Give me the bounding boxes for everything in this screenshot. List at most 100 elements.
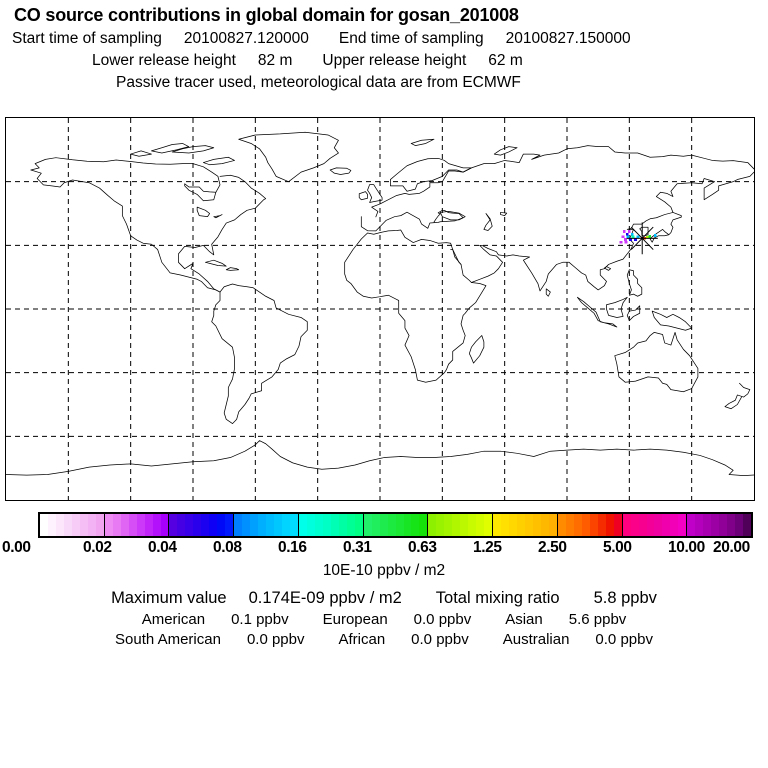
plume-cell <box>619 240 623 244</box>
colorbar-tick-9: 5.00 <box>603 539 632 556</box>
colorbar-tick-8: 2.50 <box>538 539 567 556</box>
colorbar-step <box>47 514 56 536</box>
plume-cell <box>645 235 649 239</box>
colorbar-tick-1: 0.02 <box>83 539 112 556</box>
colorbar-tick-3: 0.08 <box>213 539 242 556</box>
map-canvas <box>6 118 754 500</box>
region-south-american-value: 0.0 ppbv <box>246 631 305 648</box>
colorbar-tick-6: 0.63 <box>408 539 437 556</box>
release-height-row: Lower release height 82 m Upper release … <box>0 51 768 71</box>
colorbar-step <box>484 514 493 536</box>
colorbar-step <box>403 514 412 536</box>
colorbar-step <box>727 514 736 536</box>
colorbar-step <box>120 514 129 536</box>
colorbar-tick-10: 10.00 <box>668 539 705 556</box>
plume-cell <box>634 238 637 241</box>
upper-release-height-label: Upper release height <box>322 51 467 69</box>
colorbar <box>38 512 753 538</box>
end-time-value: 20100827.150000 <box>505 29 631 47</box>
end-time-label: End time of sampling <box>338 29 484 47</box>
colorbar-step <box>670 514 679 536</box>
colorbar-step <box>517 514 526 536</box>
colorbar-step <box>217 514 226 536</box>
header: CO source contributions in global domain… <box>0 0 768 93</box>
max-value-label: Maximum value <box>111 589 227 607</box>
colorbar-step <box>548 514 557 536</box>
colorbar-step <box>354 514 363 536</box>
colorbar-step <box>452 514 461 536</box>
colorbar-step <box>112 514 121 536</box>
region-asian-label: Asian <box>505 611 543 628</box>
colorbar-step <box>209 514 218 536</box>
colorbar-step <box>395 514 404 536</box>
colorbar-step <box>476 514 485 536</box>
colorbar-step <box>428 514 437 536</box>
colorbar-step <box>346 514 355 536</box>
region-european-label: European <box>322 611 388 628</box>
colorbar-segment-5 <box>362 514 428 536</box>
colorbar-step <box>501 514 510 536</box>
plume-cell <box>621 235 625 239</box>
lower-release-height-label: Lower release height <box>92 51 236 69</box>
colorbar-step <box>597 514 606 536</box>
colorbar-step <box>250 514 259 536</box>
stats-row-regions-2: South American 0.0 ppbv African 0.0 ppbv… <box>0 631 768 648</box>
colorbar-step <box>525 514 533 536</box>
start-time-value: 20100827.120000 <box>183 29 309 47</box>
colorbar-step <box>95 514 104 536</box>
colorbar-step <box>104 514 113 536</box>
region-australian-label: Australian <box>502 631 570 648</box>
colorbar-step <box>63 514 72 536</box>
colorbar-segment-8 <box>556 514 622 536</box>
map-svg <box>6 118 754 500</box>
region-asian-value: 5.6 ppbv <box>568 611 627 628</box>
colorbar-step <box>234 514 243 536</box>
plume-cell <box>624 238 627 241</box>
plume-cell <box>629 238 632 241</box>
colorbar-step <box>282 514 290 536</box>
colorbar-step <box>687 514 696 536</box>
colorbar-step <box>573 514 582 536</box>
colorbar-step <box>532 514 541 536</box>
colorbar-step <box>613 514 622 536</box>
world-map-plot[interactable] <box>5 117 755 501</box>
colorbar-step <box>306 514 315 536</box>
colorbar-step <box>169 514 178 536</box>
sampling-time-row: Start time of sampling 20100827.120000 E… <box>0 29 768 49</box>
colorbar-segment-7 <box>492 514 557 536</box>
colorbar-step <box>436 514 445 536</box>
start-time-label: Start time of sampling <box>12 29 162 47</box>
colorbar-step <box>743 514 752 536</box>
colorbar-step <box>314 514 323 536</box>
region-american-label: American <box>141 611 206 628</box>
colorbar-step <box>144 514 153 536</box>
colorbar-step <box>444 514 453 536</box>
colorbar-step <box>55 514 64 536</box>
colorbar-step <box>703 514 712 536</box>
colorbar-step <box>258 514 267 536</box>
colorbar-segment-10 <box>686 514 752 536</box>
coastlines <box>6 132 754 475</box>
colorbar-step <box>711 514 720 536</box>
colorbar-tick-4: 0.16 <box>278 539 307 556</box>
colorbar-step <box>622 514 631 536</box>
colorbar-step <box>387 514 396 536</box>
colorbar-step <box>581 514 590 536</box>
colorbar-step <box>79 514 88 536</box>
plume-layer <box>619 230 657 244</box>
plume-cell <box>630 232 634 236</box>
colorbar-segment-0 <box>40 514 104 536</box>
stats-row-summary: Maximum value 0.174E-09 ppbv / m2 Total … <box>0 589 768 608</box>
region-australian-value: 0.0 ppbv <box>595 631 653 648</box>
colorbar-step <box>557 514 566 536</box>
colorbar-step <box>678 514 687 536</box>
colorbar-tick-7: 1.25 <box>473 539 502 556</box>
statistics-section: Maximum value 0.174E-09 ppbv / m2 Total … <box>0 589 768 651</box>
plume-cell <box>653 234 657 237</box>
lower-release-height-value: 82 m <box>257 51 293 69</box>
tracer-note: Passive tracer used, meteorological data… <box>116 73 521 91</box>
region-european-value: 0.0 ppbv <box>413 611 472 628</box>
total-mixing-ratio-label: Total mixing ratio <box>435 589 560 607</box>
colorbar-step <box>379 514 388 536</box>
map-gridlines <box>6 118 754 500</box>
